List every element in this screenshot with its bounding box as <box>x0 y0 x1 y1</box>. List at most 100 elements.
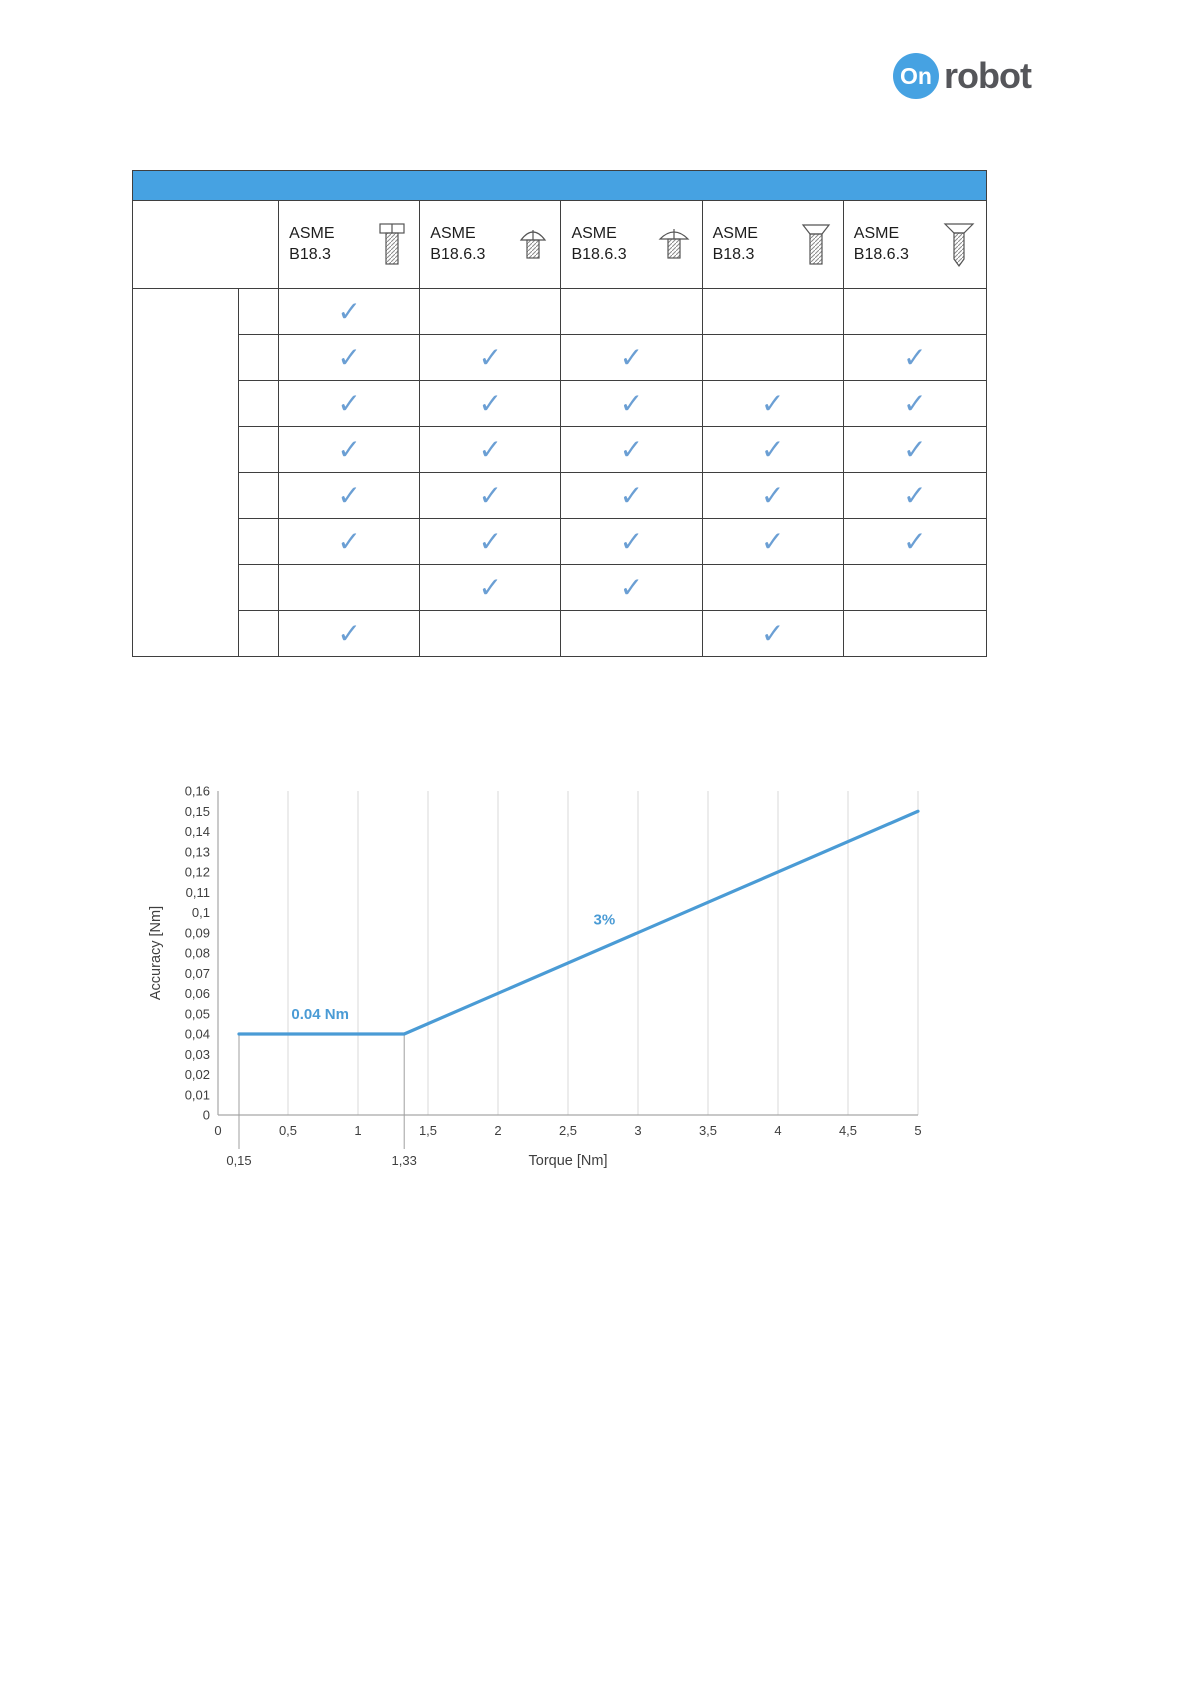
y-tick-label: 0,06 <box>185 986 210 1001</box>
checkmark-icon: ✓ <box>337 340 361 374</box>
round-head-screw-icon <box>516 227 550 263</box>
checkmark-icon: ✓ <box>903 432 927 466</box>
y-tick-label: 0,08 <box>185 946 210 961</box>
table-row: ✓ ✓ ✓ ✓ ✓ <box>133 518 988 565</box>
table-row: ✓ ✓ <box>133 610 988 657</box>
x-axis-title: Torque [Nm] <box>529 1153 608 1169</box>
check-cell <box>278 564 421 611</box>
checkmark-icon: ✓ <box>337 432 361 466</box>
checkmark-icon: ✓ <box>619 524 644 558</box>
check-cell: ✓ <box>701 380 844 427</box>
y-tick-label: 0,13 <box>185 844 210 859</box>
check-cell: ✓ <box>278 334 421 381</box>
check-cell: ✓ <box>419 472 562 519</box>
y-tick-label: 0,01 <box>185 1087 210 1102</box>
y-tick-label: 0,02 <box>185 1067 210 1082</box>
y-tick-label: 0,15 <box>185 804 210 819</box>
row-label-cell <box>238 472 280 519</box>
x-tick-label: 0 <box>214 1123 221 1138</box>
check-cell <box>842 288 988 335</box>
table-row: ✓ ✓ ✓ ✓ ✓ <box>133 426 988 473</box>
column-standard-name: ASME <box>289 224 335 242</box>
check-cell: ✓ <box>419 334 562 381</box>
table-row: ✓ ✓ ✓ ✓ ✓ <box>133 380 988 427</box>
table-row: ✓ ✓ ✓ ✓ <box>133 334 988 381</box>
check-cell: ✓ <box>842 472 988 519</box>
x-tick-label: 1,5 <box>419 1123 437 1138</box>
onrobot-logo: On robot <box>893 53 1032 99</box>
check-cell <box>842 564 988 611</box>
check-cell <box>701 288 844 335</box>
check-cell: ✓ <box>560 518 703 565</box>
table-corner-cell <box>131 200 280 289</box>
countersunk-screw-icon <box>942 222 976 268</box>
checkmark-icon: ✓ <box>478 340 503 374</box>
row-label-cell <box>238 426 280 473</box>
column-standard-number: B18.3 <box>289 245 331 263</box>
check-cell: ✓ <box>278 610 421 657</box>
check-cell: ✓ <box>419 426 562 473</box>
checkmark-icon: ✓ <box>478 432 503 466</box>
check-cell: ✓ <box>419 564 562 611</box>
table-title-row <box>132 170 987 201</box>
y-tick-label: 0 <box>203 1108 210 1123</box>
check-cell: ✓ <box>560 564 703 611</box>
checkmark-icon: ✓ <box>478 570 503 604</box>
x-tick-label: 5 <box>914 1123 921 1138</box>
column-header-1: ASME B18.3 <box>278 200 421 289</box>
checkmark-icon: ✓ <box>337 524 361 558</box>
table-header-row: ASME B18.3 ASME B18.6.3 ASME B18.6.3 ASME B18.3… <box>131 200 988 289</box>
check-cell: ✓ <box>278 288 421 335</box>
check-cell <box>701 564 844 611</box>
check-cell <box>701 334 844 381</box>
check-cell <box>842 610 988 657</box>
column-standard-name: ASME <box>430 224 476 242</box>
column-standard-number: B18.6.3 <box>571 245 627 263</box>
column-standard-number: B18.6.3 <box>430 245 486 263</box>
x-marker-label: 1,33 <box>392 1153 417 1168</box>
check-cell: ✓ <box>560 380 703 427</box>
chart-annotation: 3% <box>594 912 616 929</box>
checkmark-icon: ✓ <box>760 386 785 420</box>
truss-head-screw-icon <box>656 227 692 263</box>
check-cell <box>560 610 703 657</box>
accuracy-line <box>237 809 920 1036</box>
y-tick-label: 0,12 <box>185 865 210 880</box>
checkmark-icon: ✓ <box>760 616 785 650</box>
x-tick-label: 3,5 <box>699 1123 717 1138</box>
y-tick-label: 0,03 <box>185 1047 210 1062</box>
row-label-cell <box>238 610 280 657</box>
checkmark-icon: ✓ <box>760 432 785 466</box>
checkmark-icon: ✓ <box>903 386 927 420</box>
check-cell: ✓ <box>560 334 703 381</box>
check-cell: ✓ <box>278 426 421 473</box>
x-tick-label: 4 <box>774 1123 781 1138</box>
table-row: ✓ <box>131 288 988 657</box>
accuracy-chart-svg: 0 0,01 0,02 0,03 0,04 0,05 0,06 0,07 0,08 0,09 0,1… <box>148 784 922 1170</box>
table-row: ✓ ✓ <box>133 564 988 611</box>
checkmark-icon: ✓ <box>619 478 644 512</box>
y-tick-label: 0,09 <box>185 925 210 940</box>
checkmark-icon: ✓ <box>478 386 503 420</box>
x-tick-label: 0,5 <box>279 1123 297 1138</box>
row-group-cell <box>131 288 240 657</box>
flat-head-screw-icon <box>799 222 833 268</box>
y-tick-label: 0,1 <box>192 905 210 920</box>
y-tick-label: 0,04 <box>185 1027 210 1042</box>
row-label-cell <box>238 288 280 335</box>
y-tick-label: 0,11 <box>186 885 210 900</box>
check-cell: ✓ <box>701 426 844 473</box>
checkmark-icon: ✓ <box>478 524 503 558</box>
checkmark-icon: ✓ <box>760 478 785 512</box>
column-standard-name: ASME <box>571 224 617 242</box>
check-cell: ✓ <box>278 380 421 427</box>
check-cell: ✓ <box>419 380 562 427</box>
checkmark-icon: ✓ <box>337 478 361 512</box>
checkmark-icon: ✓ <box>619 386 644 420</box>
check-cell: ✓ <box>419 518 562 565</box>
check-cell: ✓ <box>560 426 703 473</box>
checkmark-icon: ✓ <box>903 340 927 374</box>
checkmark-icon: ✓ <box>903 478 927 512</box>
x-tick-label: 4,5 <box>839 1123 857 1138</box>
